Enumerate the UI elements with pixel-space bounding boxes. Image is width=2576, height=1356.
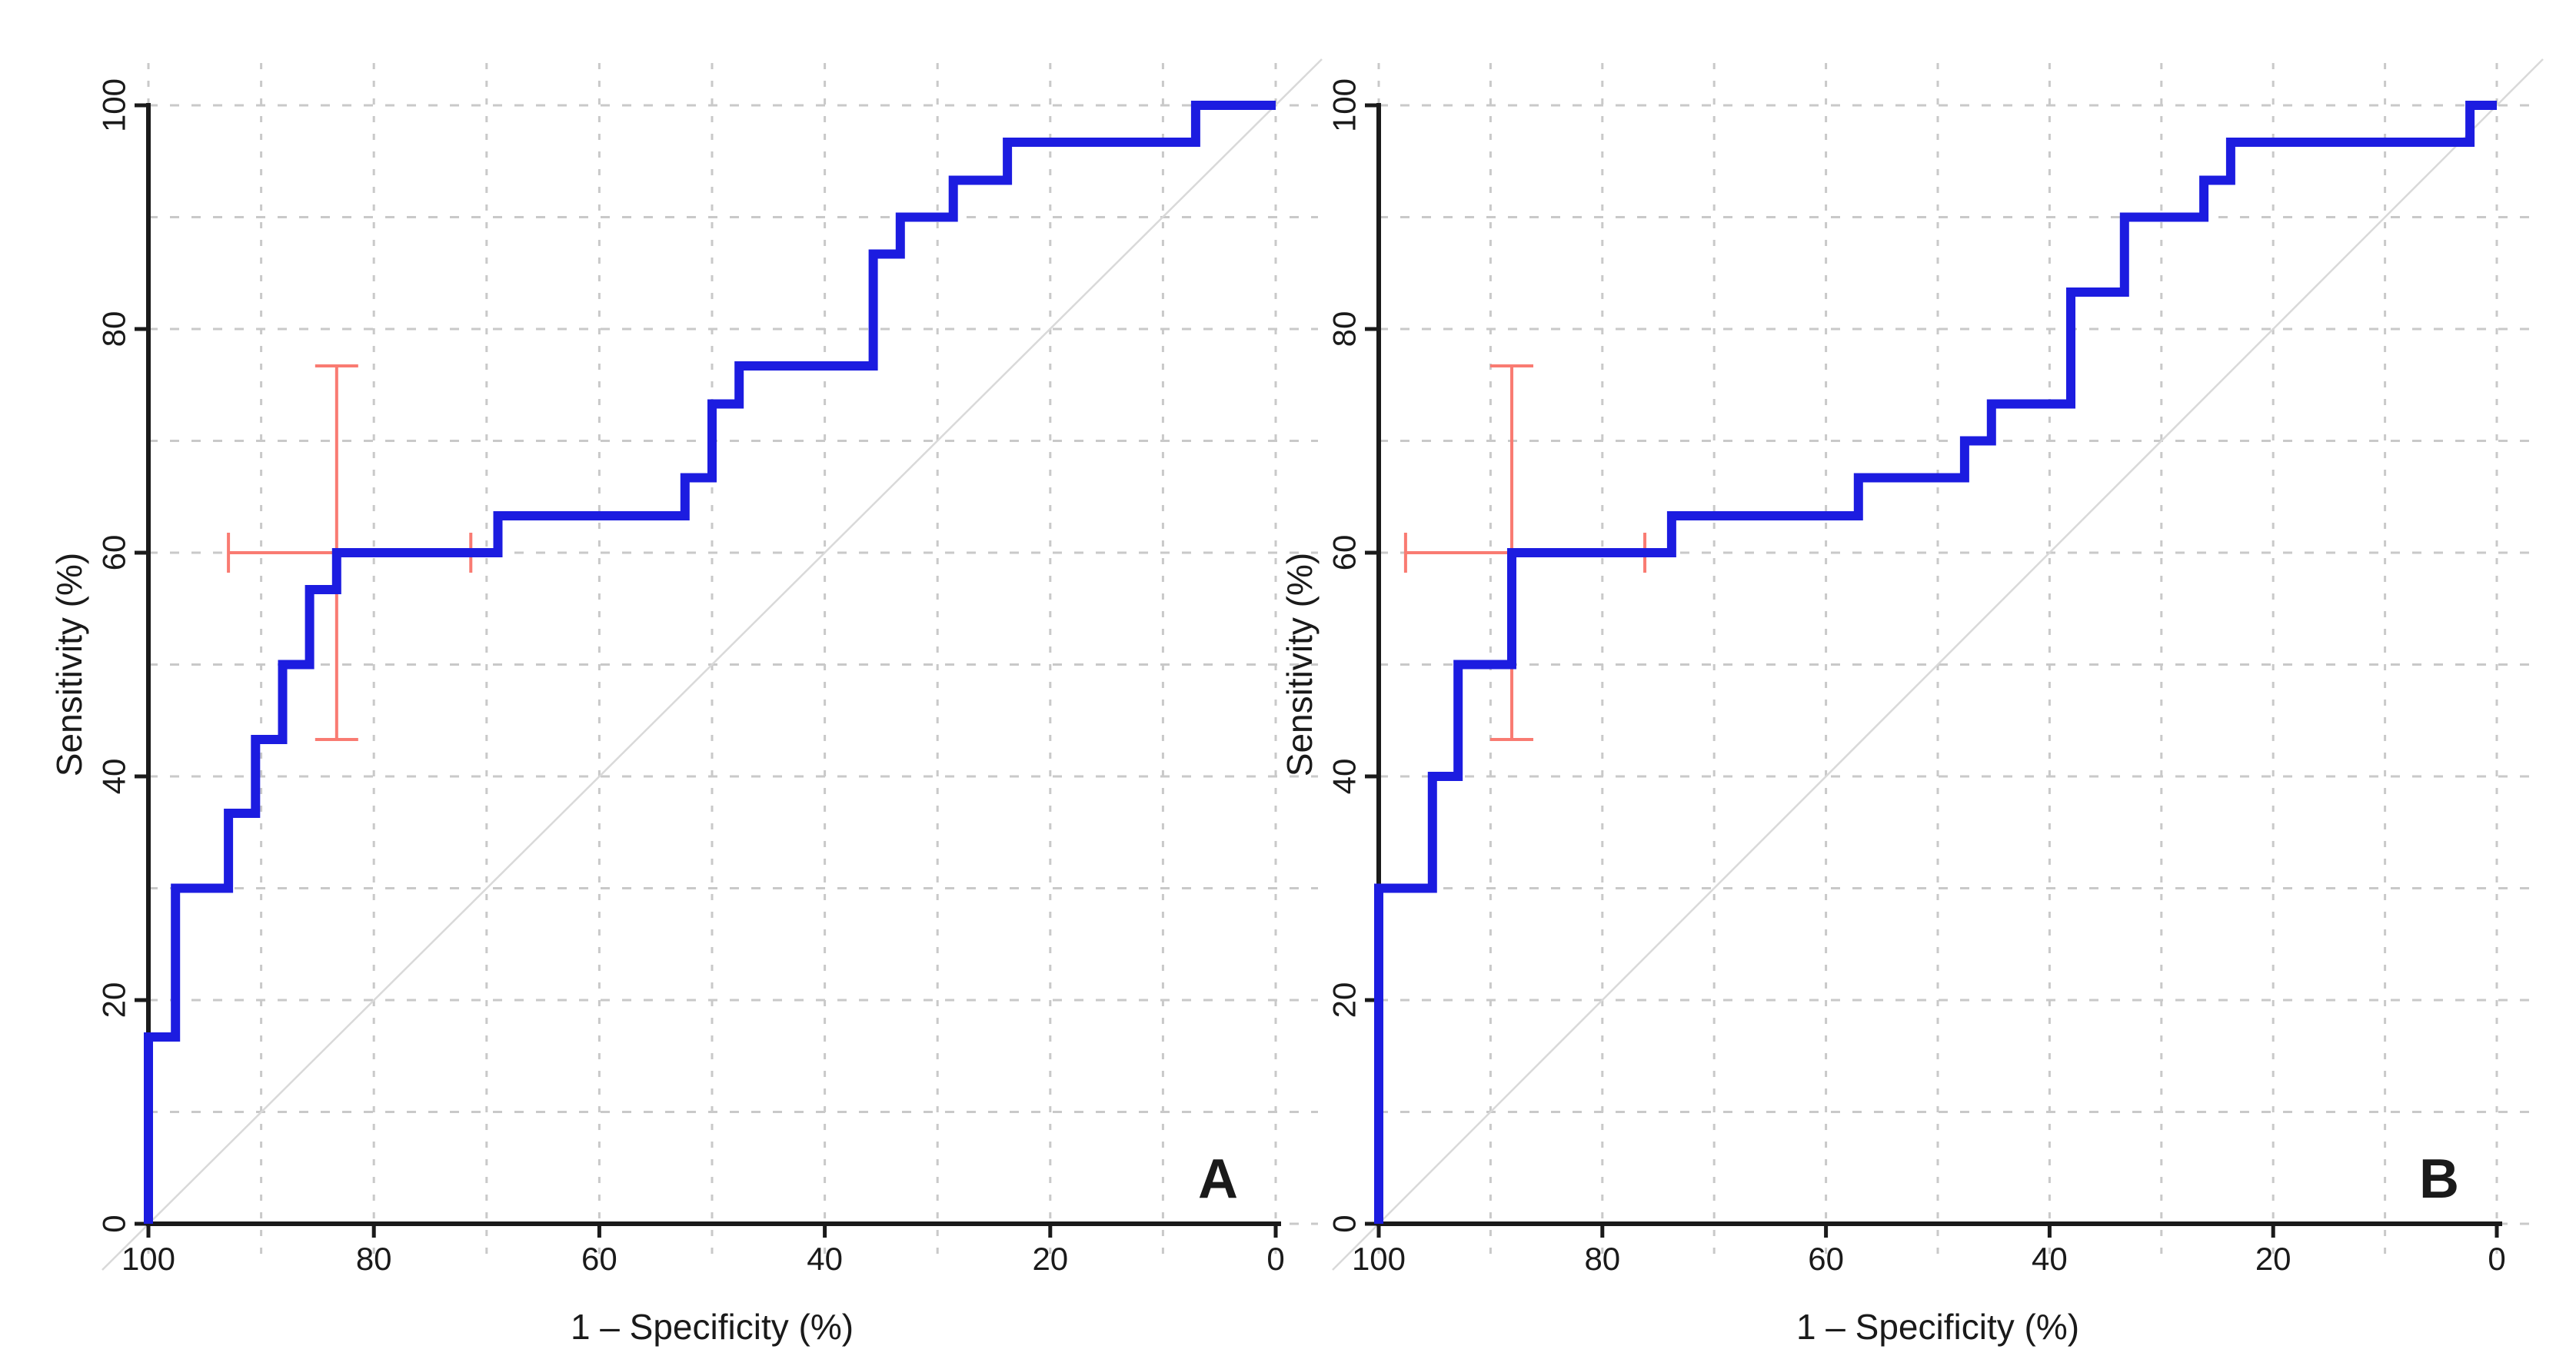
x-tick-label-80: 80 (356, 1241, 392, 1277)
x-tick-label-40: 40 (2032, 1241, 2068, 1277)
gridlines (1377, 63, 2539, 1262)
x-tick-label-0: 0 (1266, 1241, 1284, 1277)
x-tick-label-40: 40 (807, 1241, 843, 1277)
y-tick-label-80: 80 (1326, 311, 1363, 347)
y-tick-label-60: 60 (1326, 535, 1363, 571)
panel-a: 100 80 60 40 20 0 0 20 40 60 80 100 1 – Specificity … (49, 58, 1323, 1347)
panel-b: 100 80 60 40 20 0 0 20 40 60 80 100 1 – Specificity … (1280, 58, 2544, 1347)
y-tick-label-0: 0 (1326, 1215, 1363, 1232)
gridlines (147, 63, 1318, 1262)
y-tick-label-80: 80 (96, 311, 132, 347)
y-axis-title: Sensitivity (%) (49, 553, 89, 776)
y-tick-label-100: 100 (1326, 78, 1363, 132)
x-tick-label-60: 60 (581, 1241, 617, 1277)
x-tick-label-20: 20 (2255, 1241, 2291, 1277)
y-tick-label-0: 0 (96, 1215, 132, 1232)
x-tick-label-80: 80 (1584, 1241, 1620, 1277)
x-axis-title: 1 – Specificity (%) (1796, 1307, 2079, 1347)
y-axis-title: Sensitivity (%) (1280, 553, 1320, 776)
y-tick-label-20: 20 (96, 982, 132, 1019)
panel-label-b: B (2419, 1148, 2459, 1210)
x-tick-label-20: 20 (1032, 1241, 1068, 1277)
y-tick-label-100: 100 (96, 78, 132, 132)
diagonal-reference-line (102, 58, 1323, 1271)
y-tick-label-40: 40 (96, 759, 132, 795)
y-tick-label-60: 60 (96, 535, 132, 571)
x-tick-label-60: 60 (1808, 1241, 1844, 1277)
y-tick-label-20: 20 (1326, 982, 1363, 1019)
x-tick-label-100: 100 (121, 1241, 175, 1277)
x-axis-title: 1 – Specificity (%) (571, 1307, 854, 1347)
x-tick-label-0: 0 (2488, 1241, 2505, 1277)
diagonal-reference-line (1332, 58, 2544, 1271)
ticks (135, 103, 1278, 1238)
roc-curve (1374, 101, 2497, 1224)
x-tick-label-100: 100 (1352, 1241, 1406, 1277)
panel-label-a: A (1198, 1148, 1238, 1210)
y-tick-label-40: 40 (1326, 759, 1363, 795)
roc-curve (144, 101, 1276, 1224)
